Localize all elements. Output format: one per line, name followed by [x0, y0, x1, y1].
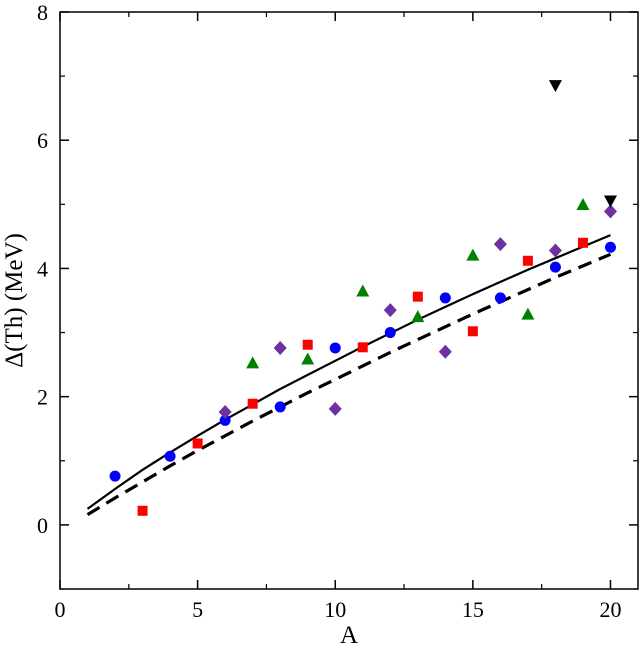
- data-markers: [109, 80, 617, 516]
- square-marker: [357, 342, 368, 353]
- solid-fit-curve: [86, 234, 611, 510]
- circle-marker: [274, 401, 286, 413]
- y-axis-label: Δ(Th) (MeV): [1, 233, 28, 368]
- diamond-marker: [548, 243, 562, 258]
- axis-ticks: [59, 11, 638, 590]
- circle-marker: [494, 292, 506, 304]
- y-tick-label: 0: [37, 513, 48, 538]
- diamond-marker: [438, 344, 452, 359]
- triangle-up-marker: [521, 307, 535, 320]
- y-tick-label: 4: [37, 256, 48, 281]
- circle-marker: [109, 470, 121, 482]
- circle-marker: [219, 414, 231, 426]
- square-marker: [247, 398, 258, 409]
- x-tick-label: 20: [599, 597, 621, 622]
- x-tick-label: 5: [192, 597, 203, 622]
- diamond-marker: [383, 303, 397, 318]
- triangle-up-marker: [356, 284, 370, 297]
- diamond-marker: [273, 340, 287, 355]
- square-marker: [467, 326, 478, 337]
- fit-curves: [86, 234, 612, 516]
- plot-area: [59, 11, 639, 590]
- x-tick-label: 0: [55, 597, 66, 622]
- x-axis-label: A: [340, 622, 358, 649]
- diamond-marker: [218, 405, 232, 420]
- circle-marker: [164, 450, 176, 462]
- square-marker: [137, 505, 148, 516]
- y-tick-label: 8: [37, 0, 48, 25]
- square-marker: [577, 237, 588, 248]
- tick-labels: 0 5 10 15 20 0 2 4 6 8: [37, 0, 621, 622]
- square-marker: [192, 438, 203, 449]
- triangle-up-marker: [301, 352, 315, 365]
- y-tick-label: 6: [37, 128, 48, 153]
- triangle-down-marker: [603, 195, 617, 208]
- dashed-fit-curve: [86, 252, 612, 516]
- triangle-up-marker: [466, 248, 480, 261]
- circle-marker: [549, 261, 561, 273]
- square-marker: [302, 339, 313, 350]
- circle-marker: [604, 241, 616, 253]
- diamond-marker: [603, 204, 617, 219]
- square-marker: [522, 255, 533, 266]
- diamond-marker: [328, 401, 342, 416]
- square-marker: [412, 291, 423, 302]
- triangle-up-marker: [411, 310, 425, 323]
- triangle-up-marker: [246, 356, 260, 369]
- y-tick-label: 2: [37, 385, 48, 410]
- plot-border: [59, 11, 639, 590]
- circle-marker: [384, 327, 396, 339]
- x-tick-label: 10: [324, 597, 346, 622]
- diamond-marker: [493, 237, 507, 252]
- triangle-up-marker: [576, 197, 590, 210]
- x-tick-label: 15: [462, 597, 484, 622]
- circle-marker: [439, 292, 451, 304]
- triangle-down-marker: [548, 80, 562, 93]
- circle-marker: [329, 342, 341, 354]
